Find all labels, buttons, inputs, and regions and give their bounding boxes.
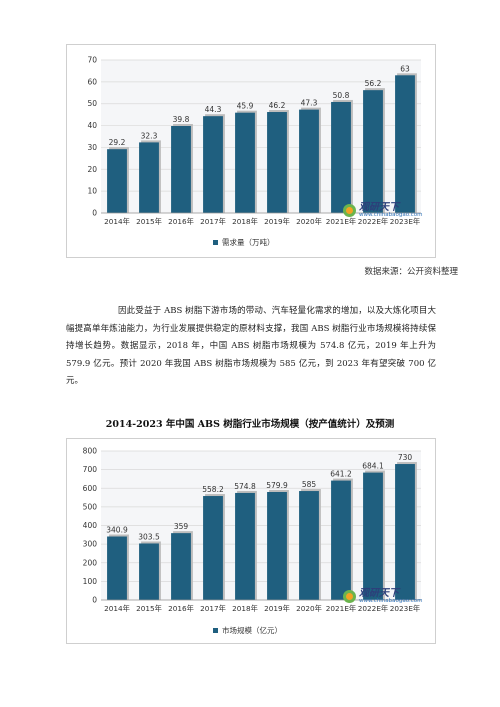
- y-tick-label: 20: [87, 165, 97, 174]
- x-tick-label: 2021E年: [326, 217, 356, 226]
- bar-value-label: 44.3: [205, 105, 222, 114]
- bar-value-label: 56.2: [365, 79, 382, 88]
- bar: [267, 491, 287, 600]
- legend-swatch: [213, 240, 218, 245]
- bar: [363, 472, 383, 600]
- y-tick-label: 100: [83, 577, 98, 586]
- bar: [139, 142, 159, 213]
- market-size-chart-plot: 0 100 200 300 400 500 600 700 800 340.9 2014年 303.5…: [83, 447, 421, 613]
- watermark: 观研天下 www.chinabaogao.com: [343, 589, 422, 605]
- bar-value-label: 45.9: [237, 102, 254, 111]
- x-tick-label: 2022E年: [358, 217, 388, 226]
- y-tick-label: 800: [83, 447, 98, 456]
- bar: [395, 464, 415, 600]
- y-tick-label: 40: [87, 121, 97, 130]
- bar-value-label: 29.2: [109, 138, 126, 147]
- bar-value-label: 303.5: [138, 532, 160, 541]
- bar-value-label: 50.8: [333, 91, 350, 100]
- bar-value-label: 39.8: [173, 115, 190, 124]
- bar-value-label: 585: [302, 480, 317, 489]
- bar-value-label: 340.9: [106, 526, 128, 535]
- x-tick-label: 2014年: [104, 217, 130, 226]
- x-tick-label: 2016年: [168, 217, 194, 226]
- bar: [331, 480, 351, 600]
- y-tick-label: 600: [83, 484, 98, 493]
- x-tick-label: 2020年: [296, 217, 322, 226]
- bar-value-label: 32.3: [141, 131, 158, 140]
- demand-chart-plot: 0 10 20 30 40 50 60 70 29.2 2014年 32.3 2015年 39.8 201…: [87, 56, 421, 226]
- y-tick-label: 300: [83, 540, 98, 549]
- x-tick-label: 2017年: [200, 217, 226, 226]
- bar: [203, 116, 223, 213]
- bar-value-label: 558.2: [202, 485, 224, 494]
- demand-chart: 0 10 20 30 40 50 60 70 29.2 2014年 32.3 2015年 39.8 201…: [66, 44, 436, 258]
- y-tick-label: 500: [83, 502, 98, 511]
- bar: [171, 533, 191, 600]
- bar: [299, 491, 319, 600]
- bar-value-label: 579.9: [266, 481, 288, 490]
- watermark-logo-icon: [343, 204, 356, 218]
- watermark-name: 观研天下: [359, 202, 399, 213]
- y-tick-label: 30: [87, 143, 97, 152]
- x-tick-label: 2021E年: [326, 604, 356, 613]
- x-tick-label: 2015年: [136, 604, 162, 613]
- legend-label: 需求量（万吨）: [222, 238, 275, 247]
- bar-value-label: 47.3: [301, 99, 318, 108]
- bar-value-label: 574.8: [234, 482, 256, 491]
- bar: [235, 112, 255, 213]
- bar: [171, 126, 191, 213]
- bar-value-label: 730: [398, 453, 413, 462]
- x-tick-label: 2022E年: [358, 604, 388, 613]
- bar: [235, 492, 255, 600]
- bar: [267, 112, 287, 213]
- bar: [395, 75, 415, 213]
- y-tick-label: 50: [87, 99, 97, 108]
- y-tick-label: 700: [83, 465, 98, 474]
- x-tick-label: 2015年: [136, 217, 162, 226]
- y-tick-label: 0: [92, 596, 97, 605]
- bar: [139, 543, 159, 600]
- bar: [299, 109, 319, 213]
- bar-value-label: 63: [400, 64, 410, 73]
- x-tick-label: 2018年: [232, 604, 258, 613]
- bar: [203, 496, 223, 600]
- bar: [107, 149, 127, 213]
- watermark-logo-icon: [343, 590, 356, 604]
- bar: [363, 90, 383, 213]
- body-paragraph: 因此受益于 ABS 树脂下游市场的带动、汽车轻量化需求的增加，以及大炼化项目大幅…: [66, 306, 436, 386]
- watermark: 观研天下 www.chinabaogao.com: [343, 203, 422, 219]
- bar: [331, 101, 351, 213]
- x-tick-label: 2018年: [232, 217, 258, 226]
- y-tick-label: 0: [92, 209, 97, 218]
- x-tick-label: 2023E年: [390, 217, 420, 226]
- x-tick-label: 2016年: [168, 604, 194, 613]
- bar-value-label: 359: [174, 522, 189, 531]
- x-tick-label: 2014年: [104, 604, 130, 613]
- y-tick-label: 400: [83, 521, 98, 530]
- bar-value-label: 46.2: [269, 101, 286, 110]
- bar-value-label: 684.1: [362, 462, 384, 471]
- y-tick-label: 70: [87, 56, 97, 65]
- market-size-chart: 0 100 200 300 400 500 600 700 800 340.9 2014年 303.5…: [66, 438, 436, 644]
- x-tick-label: 2019年: [264, 604, 290, 613]
- bar-value-label: 641.2: [330, 470, 352, 479]
- legend-swatch: [213, 628, 218, 633]
- x-tick-label: 2019年: [264, 217, 290, 226]
- market-size-chart-legend: 市场规模（亿元）: [213, 625, 282, 636]
- watermark-name: 观研天下: [359, 588, 399, 599]
- demand-chart-legend: 需求量（万吨）: [213, 237, 275, 248]
- legend-label: 市场规模（亿元）: [222, 626, 282, 635]
- y-tick-label: 200: [83, 558, 98, 567]
- bar: [107, 536, 127, 600]
- y-tick-label: 60: [87, 77, 97, 86]
- chart-title: 2014-2023 年中国 ABS 树脂行业市场规模（按产值统计）及预测: [105, 419, 395, 430]
- y-tick-label: 10: [87, 187, 97, 196]
- x-tick-label: 2017年: [200, 604, 226, 613]
- x-tick-label: 2020年: [296, 604, 322, 613]
- watermark-url: www.chinabaogao.com: [359, 212, 423, 218]
- watermark-url: www.chinabaogao.com: [359, 598, 423, 604]
- data-source-note: 数据来源：公开资料整理: [364, 267, 458, 277]
- x-tick-label: 2023E年: [390, 604, 420, 613]
